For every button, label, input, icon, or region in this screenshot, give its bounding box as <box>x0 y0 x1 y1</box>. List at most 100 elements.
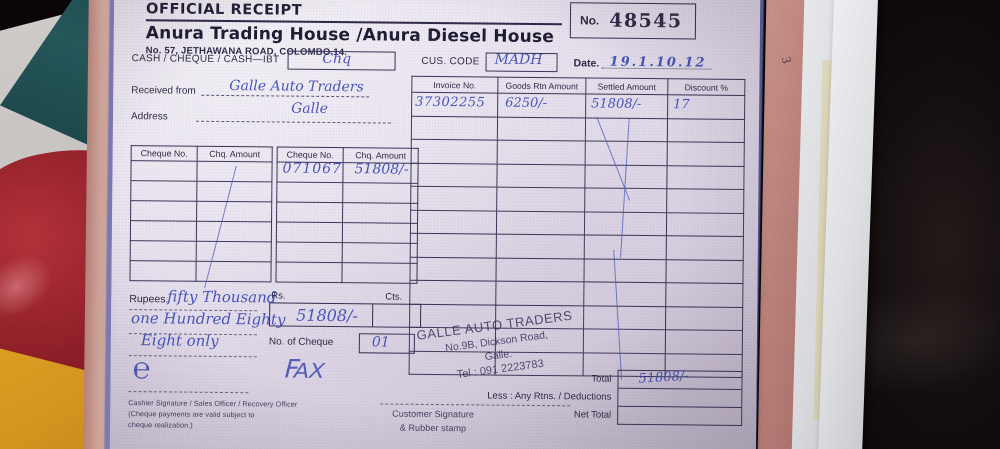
discount-cell[interactable] <box>666 165 745 190</box>
table-row[interactable] <box>130 220 272 242</box>
invoice-no-cell[interactable] <box>411 115 498 141</box>
cheque-table-left: Cheque No. Chq. Amount <box>129 145 273 282</box>
table-row[interactable] <box>276 201 418 224</box>
no-of-cheque-box[interactable]: 01 <box>358 333 415 354</box>
chq-amount-cell[interactable] <box>341 262 418 284</box>
table-row[interactable] <box>130 160 273 182</box>
table-row[interactable] <box>410 233 744 260</box>
chq-amount-cell[interactable] <box>196 181 272 202</box>
less-deductions-value[interactable] <box>617 388 742 408</box>
chq-amount-cell[interactable] <box>342 202 418 224</box>
cheque-no-cell[interactable] <box>130 180 197 202</box>
discount-cell[interactable] <box>666 188 744 213</box>
discount-cell[interactable] <box>666 235 744 260</box>
settled-amount-handwriting: 51808/- <box>591 96 642 112</box>
table-row[interactable] <box>411 115 745 143</box>
table-row[interactable] <box>409 256 744 284</box>
cts-value-cell[interactable] <box>372 304 421 327</box>
table-row[interactable] <box>276 181 418 204</box>
table-row[interactable] <box>276 241 418 264</box>
receipt-number-label: No. <box>579 13 600 28</box>
rs-label: Rs. <box>271 290 286 302</box>
table-row[interactable] <box>409 280 743 307</box>
amount-in-words-field[interactable]: Rupees. <box>129 293 168 305</box>
address-field[interactable]: Address Galle <box>130 101 391 124</box>
goods-rtn-cell[interactable] <box>495 281 584 306</box>
chq-amount-cell[interactable] <box>196 221 272 242</box>
invoice-no-cell[interactable] <box>410 186 497 211</box>
table-row[interactable] <box>411 139 745 166</box>
invoice-no-cell[interactable] <box>410 209 497 235</box>
settled-amount-cell[interactable] <box>583 328 666 354</box>
cheque-no-cell[interactable] <box>130 220 197 242</box>
cheque-no-cell[interactable] <box>275 261 343 283</box>
discount-cell[interactable] <box>666 212 744 237</box>
table-row[interactable] <box>129 260 272 282</box>
chq-amount-cell[interactable] <box>342 242 418 264</box>
settled-amount-cell[interactable] <box>583 258 667 283</box>
address-label: Address <box>130 111 168 123</box>
settled-amount-cell[interactable] <box>584 211 667 236</box>
payment-mode-field[interactable]: Chq <box>287 50 396 71</box>
table-row[interactable] <box>276 221 418 244</box>
cheque-no-handwriting: 071067 <box>282 160 343 178</box>
table-row[interactable] <box>130 200 272 222</box>
invoice-no-cell[interactable] <box>409 256 497 282</box>
cheque-no-cell[interactable] <box>130 160 198 182</box>
chq-amount-cell[interactable] <box>196 201 272 222</box>
invoice-no-cell[interactable] <box>410 162 498 188</box>
cheque-no-cell[interactable] <box>276 221 343 243</box>
receipt-number-value: 48545 <box>609 9 683 33</box>
date-field[interactable]: Date. 19.1.10.12 <box>573 55 712 71</box>
footer-center-line-1: Customer Signature <box>392 408 475 420</box>
table-row[interactable] <box>410 209 744 237</box>
table-row[interactable] <box>275 261 418 284</box>
receipt-number-box: No. 48545 <box>569 2 697 40</box>
rs-value-cell[interactable]: 51808/- <box>270 303 372 326</box>
discount-cell[interactable] <box>667 118 745 143</box>
no-of-cheque-handwriting: 01 <box>371 334 390 351</box>
table-row[interactable] <box>130 240 272 262</box>
invoice-no-cell[interactable] <box>411 139 498 164</box>
goods-rtn-header: Goods Rtn Amount <box>497 77 586 94</box>
customer-code-field[interactable]: MADH <box>485 51 558 73</box>
discount-cell[interactable] <box>665 282 743 307</box>
net-total-value[interactable] <box>617 406 742 426</box>
goods-rtn-cell[interactable] <box>497 140 586 165</box>
customer-code-handwriting: MADH <box>494 51 543 69</box>
date-label: Date. <box>573 57 600 70</box>
chq-amount-cell[interactable] <box>196 241 272 262</box>
settled-amount-cell[interactable] <box>583 305 666 330</box>
cheque-no-cell[interactable] <box>276 201 343 223</box>
invoice-no-cell[interactable] <box>409 280 496 305</box>
cheque-no-cell[interactable] <box>130 240 197 262</box>
cheque-no-cell[interactable] <box>276 181 343 203</box>
table-row[interactable] <box>410 186 744 213</box>
goods-rtn-cell[interactable] <box>496 234 585 259</box>
amount-box[interactable]: 51808/- <box>269 302 422 328</box>
cheque-no-cell[interactable] <box>129 260 197 282</box>
goods-rtn-cell[interactable] <box>496 187 585 212</box>
table-row[interactable] <box>130 180 272 202</box>
goods-rtn-cell[interactable] <box>497 116 586 141</box>
goods-rtn-cell[interactable] <box>495 257 585 282</box>
settled-amount-header: Settled Amount <box>585 77 668 95</box>
table-row[interactable] <box>410 162 745 190</box>
cheque-no-header: Cheque No. <box>131 145 198 162</box>
discount-cell[interactable] <box>665 306 743 331</box>
cheque-no-cell[interactable] <box>130 200 197 222</box>
goods-rtn-cell[interactable] <box>496 163 586 188</box>
discount-header: Discount % <box>667 78 745 96</box>
chq-amount-cell[interactable] <box>342 222 418 244</box>
settled-amount-cell[interactable] <box>583 281 666 307</box>
received-from-field[interactable]: Received from Galle Auto Traders <box>131 78 370 98</box>
invoice-no-cell[interactable] <box>410 233 497 258</box>
discount-cell[interactable] <box>665 259 744 284</box>
amount-words-line-1: fifty Thousand <box>167 287 277 307</box>
discount-cell[interactable] <box>665 329 743 354</box>
goods-rtn-cell[interactable] <box>496 210 585 235</box>
discount-cell[interactable] <box>667 141 745 166</box>
cheque-no-cell[interactable] <box>276 241 343 263</box>
chq-amount-cell[interactable] <box>342 182 418 204</box>
settled-amount-cell[interactable] <box>584 234 667 260</box>
